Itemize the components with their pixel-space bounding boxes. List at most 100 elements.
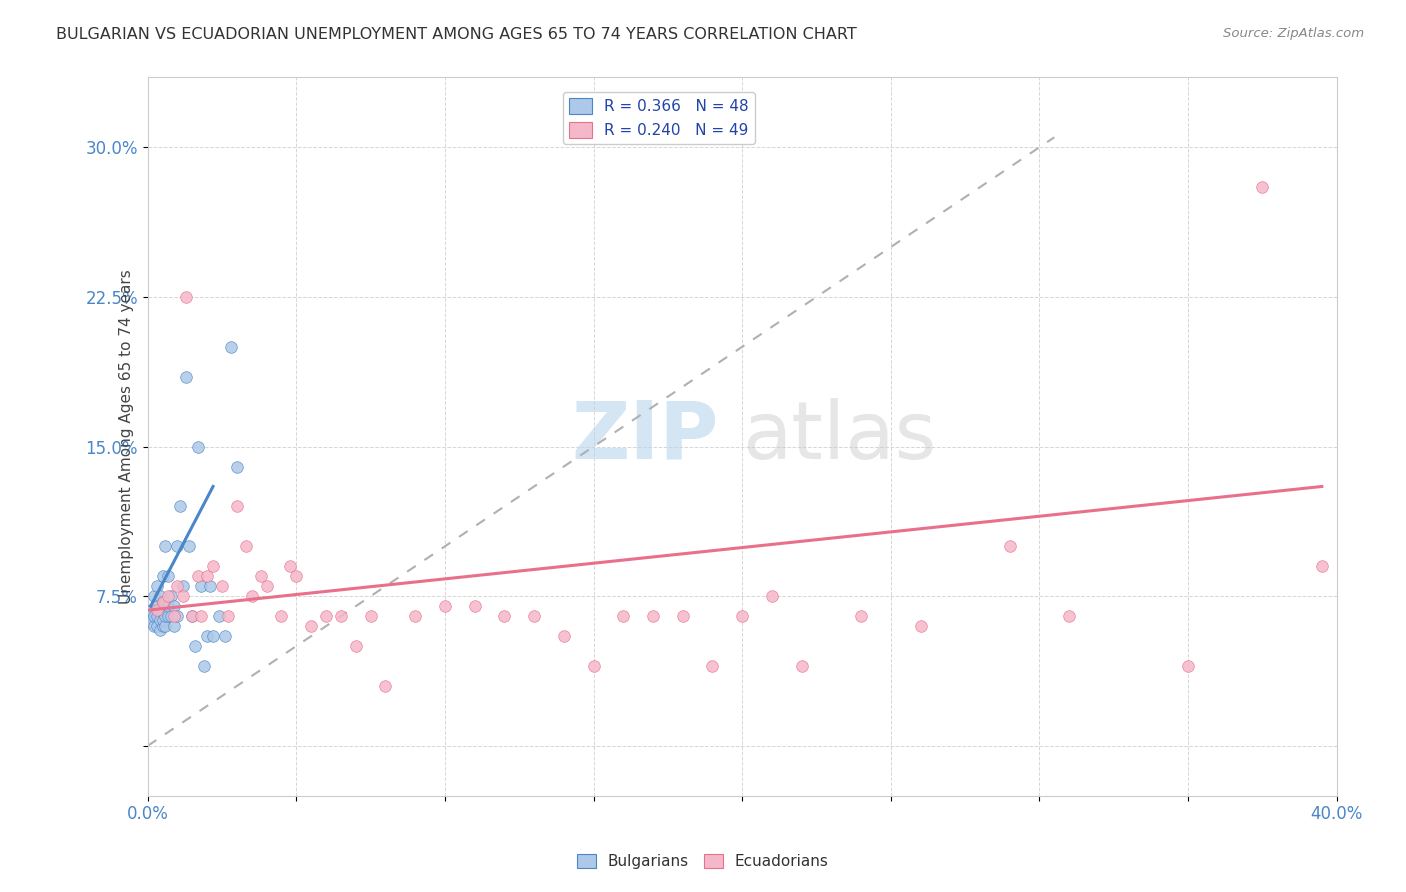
Point	[190, 579, 212, 593]
Point	[181, 609, 204, 624]
Point	[225, 500, 247, 514]
Point	[145, 599, 167, 614]
Point	[225, 459, 247, 474]
Point	[157, 599, 180, 614]
Point	[187, 440, 209, 454]
Point	[148, 613, 170, 627]
Point	[174, 369, 197, 384]
Point	[464, 599, 486, 614]
Point	[211, 579, 233, 593]
Point	[235, 539, 257, 553]
Point	[344, 639, 367, 653]
Point	[163, 599, 186, 614]
Point	[163, 619, 186, 633]
Point	[139, 603, 162, 617]
Point	[145, 619, 167, 633]
Point	[155, 595, 177, 609]
Point	[523, 609, 546, 624]
Legend: Bulgarians, Ecuadorians: Bulgarians, Ecuadorians	[571, 848, 835, 875]
Point	[208, 609, 231, 624]
Point	[404, 609, 426, 624]
Point	[240, 589, 263, 603]
Point	[198, 579, 221, 593]
Point	[145, 609, 167, 624]
Point	[256, 579, 278, 593]
Point	[152, 613, 174, 627]
Point	[184, 639, 207, 653]
Point	[360, 609, 382, 624]
Text: Source: ZipAtlas.com: Source: ZipAtlas.com	[1223, 27, 1364, 40]
Point	[285, 569, 308, 583]
Point	[142, 589, 165, 603]
Point	[169, 500, 191, 514]
Point	[181, 609, 204, 624]
Point	[152, 603, 174, 617]
Point	[155, 609, 177, 624]
Point	[195, 569, 218, 583]
Point	[157, 589, 180, 603]
Point	[790, 659, 813, 673]
Point	[157, 609, 180, 624]
Point	[155, 539, 177, 553]
Point	[1310, 559, 1333, 574]
Point	[160, 609, 183, 624]
Point	[139, 615, 162, 629]
Point	[145, 603, 167, 617]
Point	[1057, 609, 1080, 624]
Point	[202, 629, 225, 643]
Point	[193, 659, 215, 673]
Point	[299, 619, 322, 633]
Point	[157, 569, 180, 583]
Point	[702, 659, 724, 673]
Point	[155, 619, 177, 633]
Point	[187, 569, 209, 583]
Point	[910, 619, 932, 633]
Point	[195, 629, 218, 643]
Text: atlas: atlas	[742, 398, 936, 475]
Text: BULGARIAN VS ECUADORIAN UNEMPLOYMENT AMONG AGES 65 TO 74 YEARS CORRELATION CHART: BULGARIAN VS ECUADORIAN UNEMPLOYMENT AMO…	[56, 27, 858, 42]
Point	[641, 609, 664, 624]
Point	[148, 623, 170, 637]
Point	[433, 599, 456, 614]
Point	[374, 679, 396, 693]
Point	[172, 589, 194, 603]
Point	[553, 629, 575, 643]
Y-axis label: Unemployment Among Ages 65 to 74 years: Unemployment Among Ages 65 to 74 years	[118, 269, 134, 604]
Point	[672, 609, 695, 624]
Point	[142, 619, 165, 633]
Point	[270, 609, 292, 624]
Point	[219, 340, 242, 354]
Point	[179, 539, 201, 553]
Point	[202, 559, 225, 574]
Text: ZIP: ZIP	[571, 398, 718, 475]
Point	[160, 589, 183, 603]
Point	[761, 589, 783, 603]
Point	[136, 609, 159, 624]
Point	[163, 609, 186, 624]
Point	[190, 609, 212, 624]
Point	[142, 609, 165, 624]
Point	[174, 290, 197, 304]
Legend: R = 0.366   N = 48, R = 0.240   N = 49: R = 0.366 N = 48, R = 0.240 N = 49	[562, 92, 755, 145]
Point	[152, 619, 174, 633]
Point	[849, 609, 872, 624]
Point	[152, 569, 174, 583]
Point	[582, 659, 605, 673]
Point	[152, 595, 174, 609]
Point	[494, 609, 516, 624]
Point	[217, 609, 239, 624]
Point	[731, 609, 754, 624]
Point	[249, 569, 271, 583]
Point	[148, 589, 170, 603]
Point	[278, 559, 301, 574]
Point	[1177, 659, 1199, 673]
Point	[166, 539, 188, 553]
Point	[612, 609, 634, 624]
Point	[145, 579, 167, 593]
Point	[166, 579, 188, 593]
Point	[329, 609, 352, 624]
Point	[148, 603, 170, 617]
Point	[166, 609, 188, 624]
Point	[1251, 180, 1274, 194]
Point	[998, 539, 1021, 553]
